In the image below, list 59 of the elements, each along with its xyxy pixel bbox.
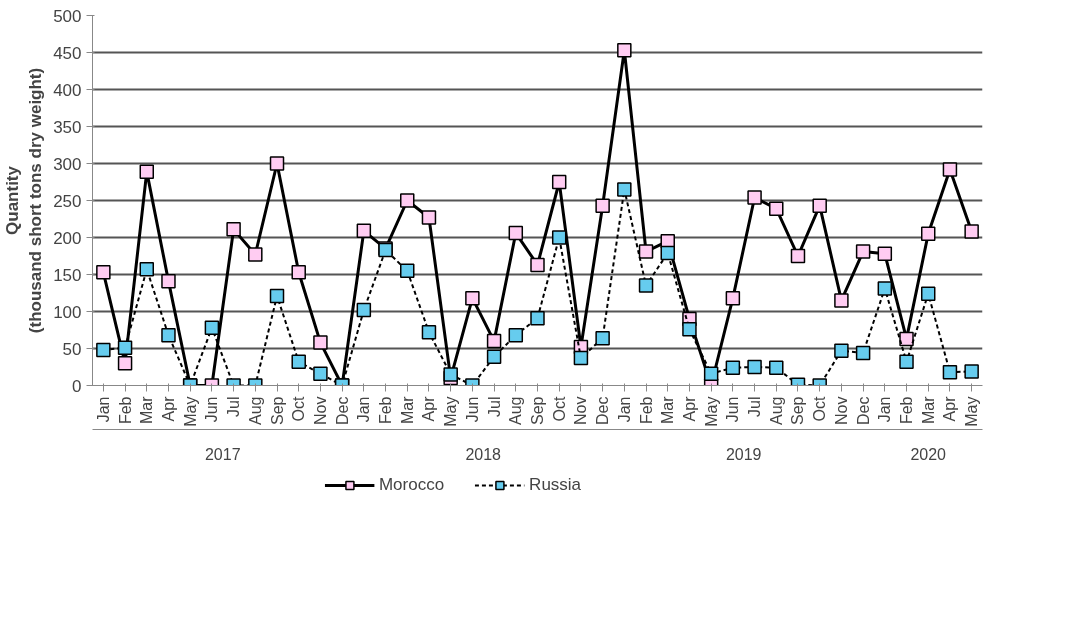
y-tick-label: 500 — [53, 6, 82, 26]
x-tick-label: Sep — [529, 396, 546, 425]
y-tick-label: 450 — [53, 43, 82, 63]
y-tick-label: 100 — [53, 302, 82, 322]
x-tick-label: Aug — [507, 396, 525, 425]
x-tick-label: Dec — [854, 396, 872, 425]
x-tick-label: Feb — [898, 396, 916, 425]
x-tick-label: Nov — [311, 396, 329, 425]
x-tick-label: Jun — [463, 396, 481, 423]
y-tick-label: 300 — [53, 154, 82, 174]
legend-label: Morocco — [378, 474, 445, 495]
x-tick-label: Oct — [550, 395, 568, 422]
x-tick-label: Jan — [355, 396, 373, 423]
x-tick-label: Jun — [203, 396, 221, 423]
x-tick-label: Jul — [746, 396, 764, 417]
text: 2020 — [910, 445, 947, 463]
x-tick-label: Jul — [485, 396, 503, 417]
y-tick-label: 50 — [62, 339, 82, 359]
y-tick-label: 250 — [53, 191, 82, 211]
x-tick-label: Oct — [811, 395, 829, 422]
x-tick-label: Sep — [268, 396, 286, 425]
x-tick-label: Sep — [789, 396, 807, 425]
x-tick-label: Apr — [941, 395, 959, 422]
y-tick-label: 150 — [53, 265, 82, 285]
x-tick-label: Aug — [767, 396, 785, 425]
x-tick-label: Jan — [94, 396, 112, 423]
x-tick-label: May — [963, 396, 981, 427]
x-tick-label: Jan — [615, 396, 633, 423]
x-tick-label: Apr — [420, 395, 438, 422]
x-tick-label: Mar — [138, 395, 156, 425]
y-axis-title: Quantity (thousand short tons dry weight) — [3, 67, 46, 334]
y-tick-label: 350 — [53, 117, 82, 137]
x-tick-label: Feb — [116, 396, 134, 425]
x-tick-label: Jan — [876, 396, 894, 423]
x-tick-label: Jun — [724, 396, 742, 423]
x-tick-label: Aug — [246, 396, 264, 425]
x-tick-label: Feb — [377, 396, 395, 425]
x-tick-label: Nov — [832, 396, 850, 425]
x-tick-label: Nov — [572, 396, 590, 425]
x-tick-label: Jul — [225, 396, 243, 417]
x-tick-label: May — [702, 396, 720, 427]
x-tick-label: May — [181, 396, 199, 427]
x-tick-label: Mar — [919, 395, 937, 425]
x-tick-label: May — [442, 396, 460, 427]
text: 2019 — [725, 445, 762, 463]
x-tick-label: Dec — [594, 396, 612, 425]
x-tick-label: Mar — [659, 395, 677, 425]
x-tick-label: Dec — [333, 396, 351, 425]
x-tick-label: Apr — [680, 395, 698, 422]
x-tick-label: Oct — [290, 395, 308, 422]
y-tick-label: 200 — [53, 228, 82, 248]
text: 2018 — [465, 445, 502, 463]
text: 2017 — [204, 445, 241, 463]
x-tick-label: Feb — [637, 396, 655, 425]
y-tick-label: 400 — [53, 80, 82, 100]
x-tick-label: Mar — [398, 395, 416, 425]
legend-label: Russia — [529, 474, 582, 495]
y-tick-label: 0 — [72, 376, 82, 396]
x-tick-label: Apr — [159, 395, 177, 422]
